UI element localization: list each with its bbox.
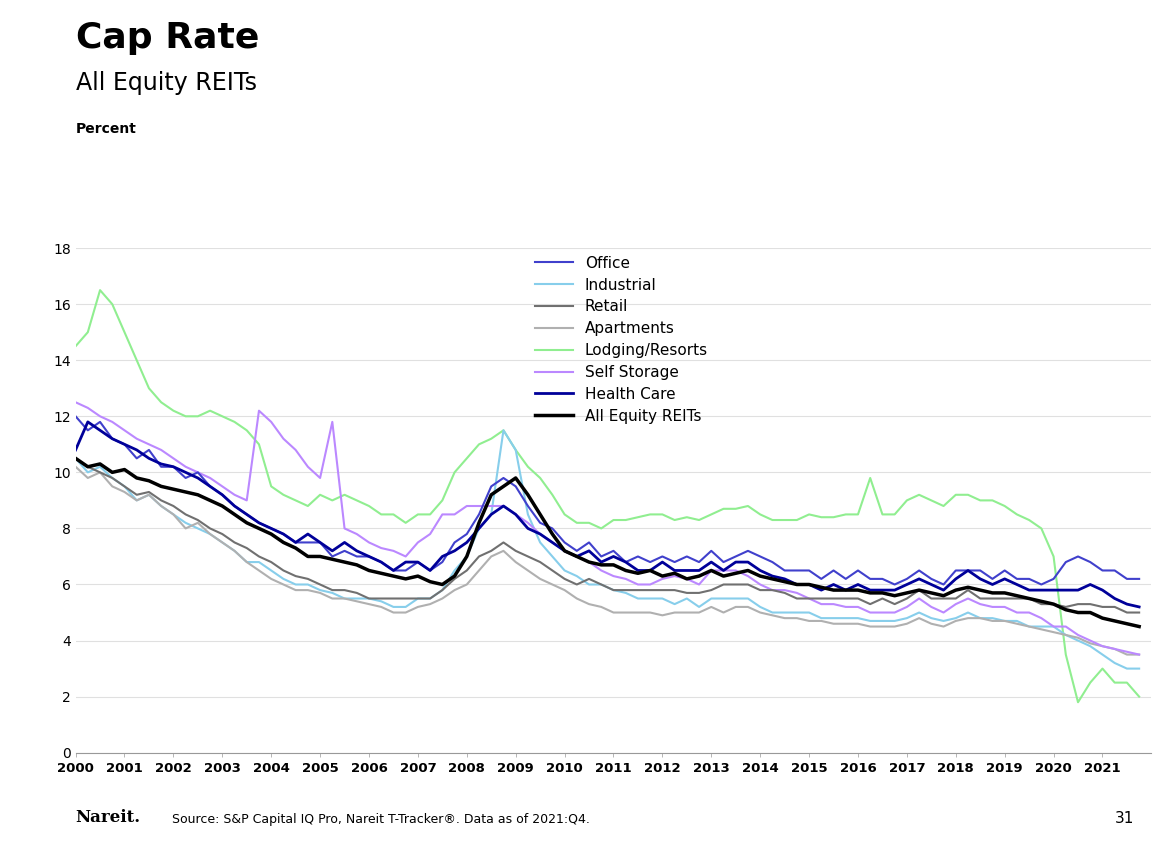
Text: Percent: Percent: [76, 122, 136, 136]
Text: Cap Rate: Cap Rate: [76, 21, 259, 55]
Text: Nareit.: Nareit.: [76, 809, 141, 826]
Text: All Equity REITs: All Equity REITs: [76, 71, 257, 96]
Legend: Office, Industrial, Retail, Apartments, Lodging/Resorts, Self Storage, Health Ca: Office, Industrial, Retail, Apartments, …: [535, 256, 708, 424]
Text: Source: S&P Capital IQ Pro, Nareit T-Tracker®. Data as of 2021:Q4.: Source: S&P Capital IQ Pro, Nareit T-Tra…: [172, 813, 590, 826]
Text: 31: 31: [1114, 811, 1134, 826]
